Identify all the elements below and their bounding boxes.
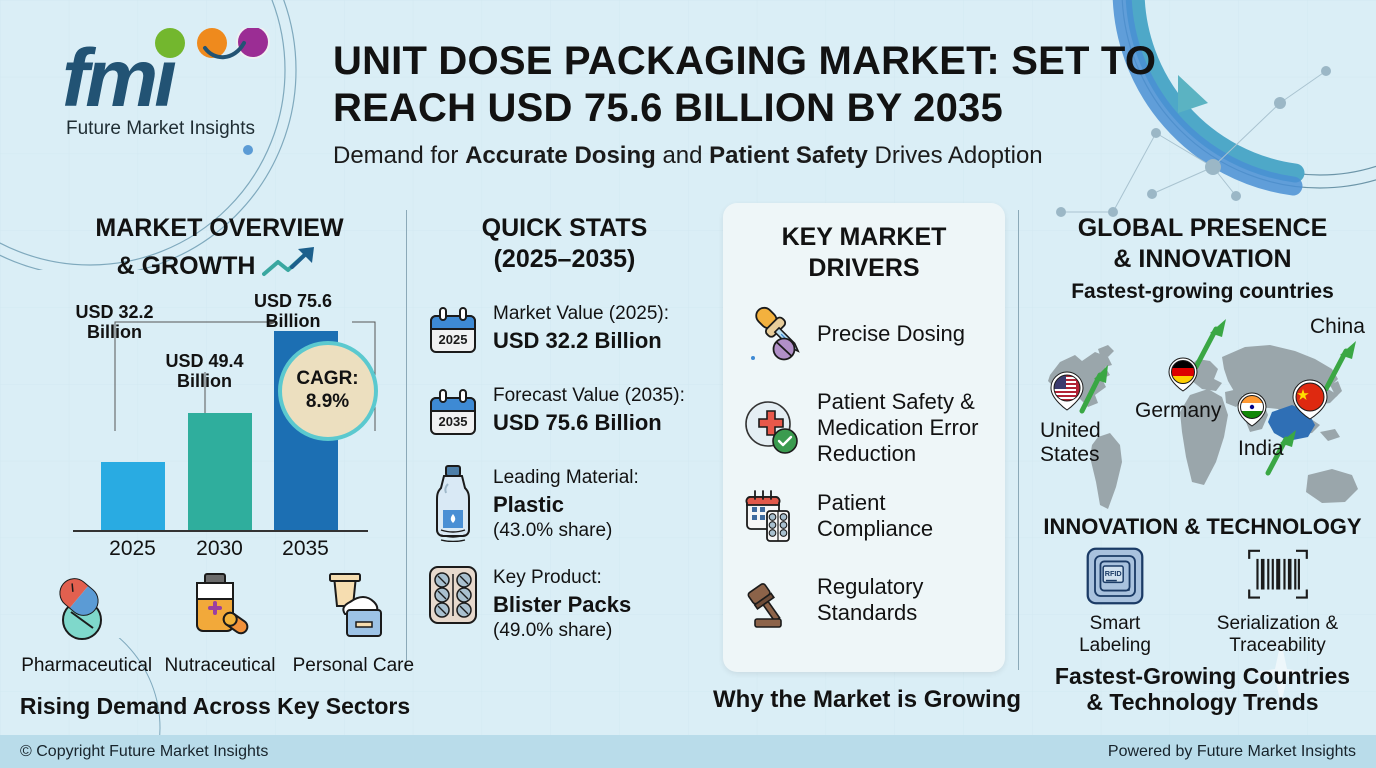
svg-text:2035: 2035 bbox=[439, 414, 468, 429]
svg-text:RFID: RFID bbox=[1105, 569, 1122, 578]
svg-text:2025: 2025 bbox=[439, 332, 468, 347]
